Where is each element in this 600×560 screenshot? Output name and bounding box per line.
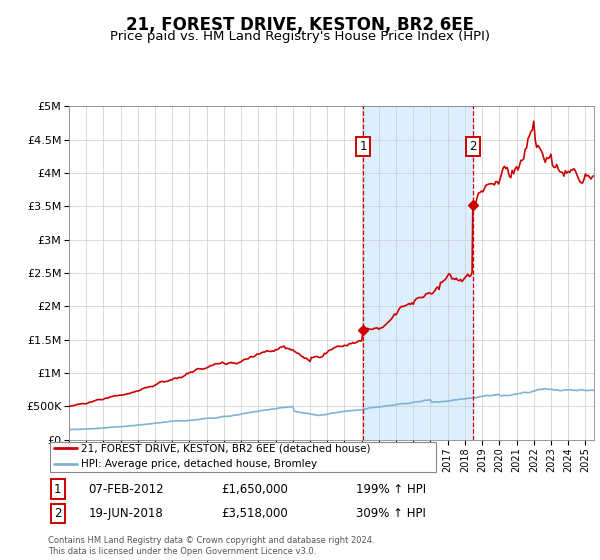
Text: 07-FEB-2012: 07-FEB-2012 [89, 483, 164, 496]
Text: Contains HM Land Registry data © Crown copyright and database right 2024.
This d: Contains HM Land Registry data © Crown c… [48, 536, 374, 556]
Text: 21, FOREST DRIVE, KESTON, BR2 6EE (detached house): 21, FOREST DRIVE, KESTON, BR2 6EE (detac… [81, 443, 371, 453]
Text: £1,650,000: £1,650,000 [221, 483, 287, 496]
Text: 199% ↑ HPI: 199% ↑ HPI [356, 483, 426, 496]
Text: HPI: Average price, detached house, Bromley: HPI: Average price, detached house, Brom… [81, 459, 317, 469]
Text: 21, FOREST DRIVE, KESTON, BR2 6EE: 21, FOREST DRIVE, KESTON, BR2 6EE [126, 16, 474, 34]
Text: 1: 1 [54, 483, 61, 496]
Bar [363, 106, 473, 440]
FancyBboxPatch shape [50, 442, 436, 472]
Text: 2: 2 [469, 140, 476, 153]
Text: Price paid vs. HM Land Registry's House Price Index (HPI): Price paid vs. HM Land Registry's House … [110, 30, 490, 43]
Text: 1: 1 [359, 140, 367, 153]
Text: 309% ↑ HPI: 309% ↑ HPI [356, 507, 425, 520]
Text: 19-JUN-2018: 19-JUN-2018 [89, 507, 163, 520]
Text: £3,518,000: £3,518,000 [221, 507, 287, 520]
Text: 2: 2 [54, 507, 61, 520]
